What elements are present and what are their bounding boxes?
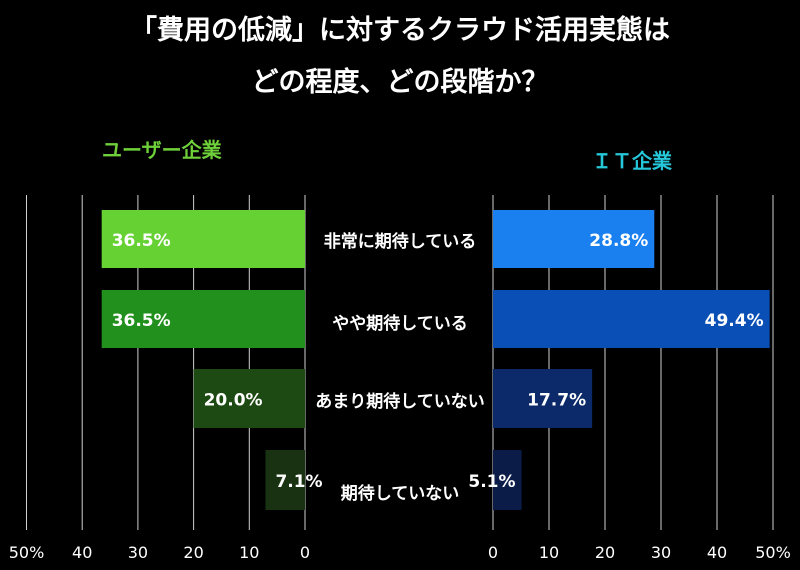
category-label: 期待していない <box>341 483 460 504</box>
left-tick-label: 50% <box>9 543 45 562</box>
it-panel-label: ＩＴ企業 <box>592 149 672 173</box>
right-tick-label: 40 <box>707 543 727 562</box>
user-bar <box>101 290 305 348</box>
it-bar <box>493 210 655 268</box>
it-value-label: 5.1% <box>468 472 515 492</box>
user-value-label: 36.5% <box>112 311 171 331</box>
it-bar <box>493 290 770 348</box>
left-tick-label: 40 <box>72 543 92 562</box>
right-tick-label: 0 <box>488 543 498 562</box>
chart-title-line1: 「費用の低減」に対するクラウド活用実態は <box>130 15 670 46</box>
it-value-label: 49.4% <box>705 311 764 331</box>
it-bar <box>493 450 522 510</box>
category-label: あまり期待していない <box>315 391 485 412</box>
it-value-label: 17.7% <box>527 391 586 411</box>
left-tick-label: 0 <box>300 543 310 562</box>
category-label: 非常に期待している <box>324 231 477 252</box>
user-value-label: 20.0% <box>204 391 263 411</box>
user-bar <box>193 369 305 428</box>
left-tick-label: 20 <box>183 543 203 562</box>
user-value-label: 36.5% <box>112 231 171 251</box>
chart-title-line2: どの程度、どの段階か？ <box>251 67 549 98</box>
user-value-label: 7.1% <box>275 472 322 492</box>
user-bar <box>101 210 305 268</box>
right-tick-label: 20 <box>595 543 615 562</box>
right-tick-label: 50% <box>755 543 791 562</box>
left-tick-label: 30 <box>128 543 148 562</box>
category-label: やや期待している <box>332 313 468 334</box>
right-tick-label: 10 <box>539 543 559 562</box>
user-bar <box>265 450 305 510</box>
left-tick-label: 10 <box>239 543 259 562</box>
it-value-label: 28.8% <box>589 231 648 251</box>
it-bar <box>493 369 593 428</box>
right-tick-label: 30 <box>651 543 671 562</box>
user-panel-label: ユーザー企業 <box>102 138 222 162</box>
